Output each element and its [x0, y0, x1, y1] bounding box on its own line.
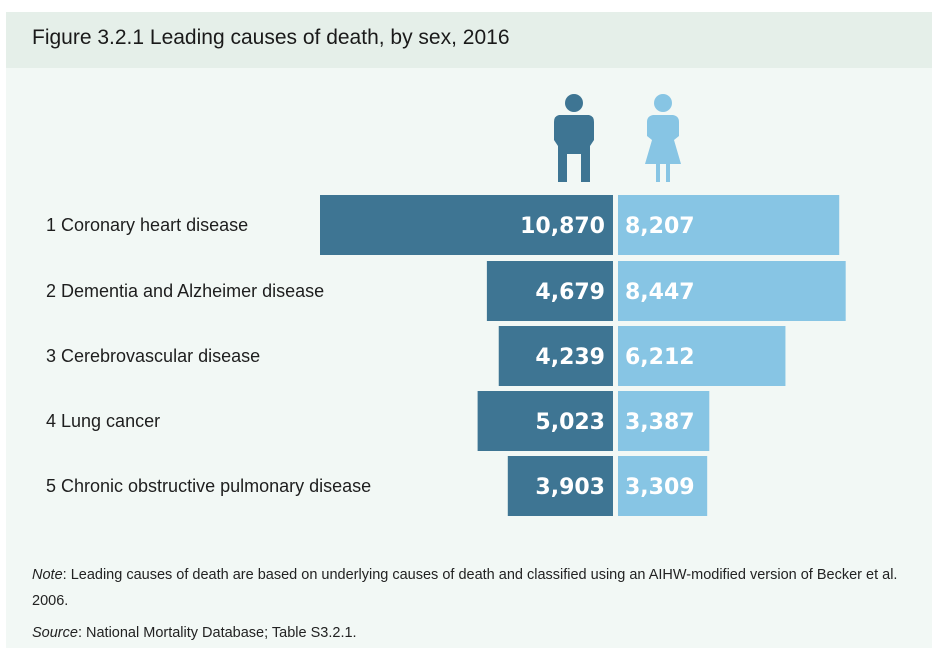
male-figure-icon	[554, 94, 594, 182]
data-label-series-2: 3,309	[625, 475, 695, 500]
bar-series-1	[498, 326, 613, 386]
data-label-series-1: 5,023	[535, 410, 605, 435]
category-label: 1 Coronary heart disease	[46, 215, 248, 235]
data-label-series-1: 4,239	[535, 345, 605, 370]
figure-panel: Figure 3.2.1 Leading causes of death, by…	[6, 12, 932, 648]
note-text: : Leading causes of death are based on u…	[32, 567, 898, 609]
bar-series-1	[320, 195, 613, 255]
data-label-series-2: 8,207	[625, 214, 695, 239]
data-label-series-2: 3,387	[625, 410, 695, 435]
category-label: 3 Cerebrovascular disease	[46, 346, 260, 366]
title-bar: Figure 3.2.1 Leading causes of death, by…	[6, 12, 932, 68]
note-label: Note	[32, 567, 63, 583]
bar-series-1	[507, 456, 613, 516]
source-label: Source	[32, 625, 78, 641]
data-label-series-1: 4,679	[535, 280, 605, 305]
source-text: : National Mortality Database; Table S3.…	[77, 625, 357, 641]
bar-series-1	[486, 261, 613, 321]
page-title: Figure 3.2.1 Leading causes of death, by…	[32, 26, 510, 49]
bar-series-1	[477, 391, 613, 451]
bar-series-2	[618, 326, 786, 386]
category-label: 4 Lung cancer	[46, 411, 160, 431]
bar-series-2	[618, 456, 708, 516]
data-label-series-2: 6,212	[625, 345, 695, 370]
data-label-series-1: 10,870	[520, 214, 605, 239]
bar-series-2	[618, 391, 710, 451]
chart-note: Note: Leading causes of death are based …	[32, 562, 922, 614]
bar-series-2	[618, 195, 840, 255]
female-figure-icon	[645, 94, 681, 182]
category-label: 2 Dementia and Alzheimer disease	[46, 281, 324, 301]
bar-series-2	[618, 261, 846, 321]
data-label-series-2: 8,447	[625, 280, 695, 305]
causes-of-death-chart: 1 Coronary heart disease 10,870 8,207 2 Dem…	[46, 94, 846, 516]
chart-source: Source: National Mortality Database; Tab…	[32, 620, 922, 646]
data-label-series-1: 3,903	[535, 475, 605, 500]
category-label: 5 Chronic obstructive pulmonary disease	[46, 476, 371, 496]
